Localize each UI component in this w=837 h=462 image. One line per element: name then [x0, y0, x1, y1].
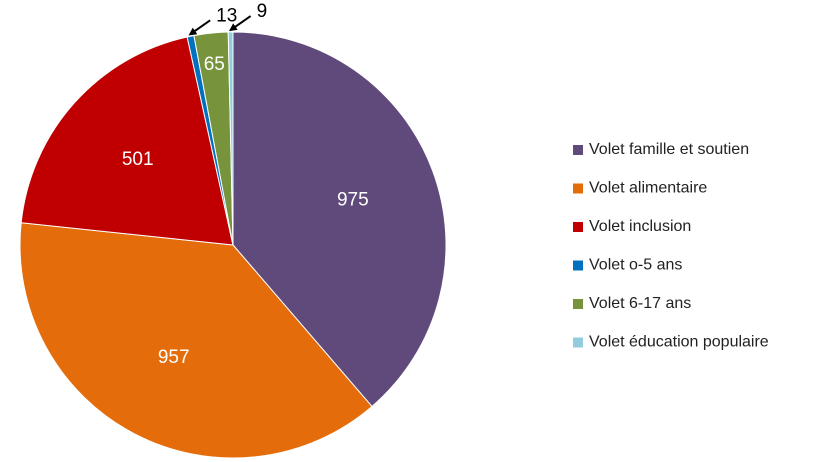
legend-label: Volet alimentaire — [589, 180, 707, 197]
legend-label: Volet o-5 ans — [589, 257, 682, 274]
legend-swatch — [573, 222, 583, 232]
legend-swatch — [573, 145, 583, 155]
data-label: 13 — [216, 5, 237, 26]
pie-slice — [227, 31, 234, 246]
legend-swatch — [573, 183, 583, 194]
data-label: 957 — [158, 347, 190, 368]
legend-label: Volet 6-17 ans — [589, 295, 691, 312]
legend-swatch — [573, 337, 583, 348]
pie-slice — [232, 31, 447, 408]
legend-label: Volet éducation populaire — [589, 334, 769, 351]
data-label: 9 — [257, 1, 268, 22]
pie-slice — [20, 36, 234, 246]
pie-slice — [19, 222, 373, 459]
label-arrow — [228, 15, 252, 32]
data-label: 65 — [204, 54, 225, 75]
legend-label: Volet inclusion — [589, 218, 691, 235]
legend-swatch — [573, 260, 583, 271]
data-label: 501 — [122, 149, 154, 170]
legend-label: Volet famille et soutien — [589, 141, 749, 158]
data-label: 975 — [337, 190, 369, 211]
legend-swatch — [573, 299, 583, 309]
label-arrow — [188, 19, 211, 36]
